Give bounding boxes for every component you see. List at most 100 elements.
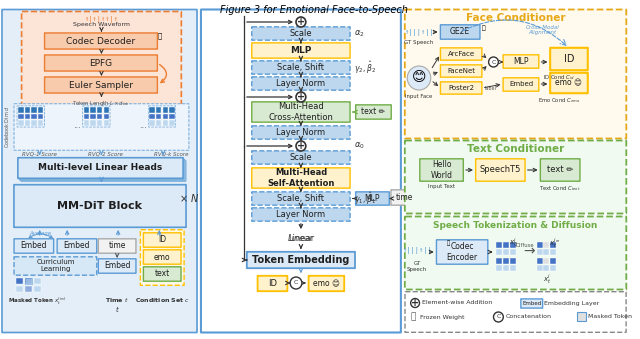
Text: time: time — [396, 193, 413, 202]
Text: C: C — [294, 280, 298, 285]
Text: $\alpha_2$: $\alpha_2$ — [354, 28, 365, 39]
Bar — [90, 120, 96, 126]
Text: Codec
Encoder: Codec Encoder — [447, 242, 477, 262]
Bar — [150, 120, 155, 126]
Text: text ✏: text ✏ — [362, 107, 385, 117]
Text: Condition Set $c$: Condition Set $c$ — [134, 296, 190, 304]
Text: Input Face: Input Face — [405, 94, 433, 99]
Text: Text Conditioner: Text Conditioner — [467, 144, 564, 154]
Text: Linear: Linear — [288, 234, 314, 243]
Text: Linear: Linear — [288, 234, 314, 243]
FancyBboxPatch shape — [440, 25, 480, 39]
Bar — [18, 114, 24, 119]
Text: Speech Waveform: Speech Waveform — [73, 22, 130, 27]
FancyBboxPatch shape — [476, 159, 525, 181]
Bar — [550, 242, 556, 248]
Bar — [497, 265, 502, 271]
FancyBboxPatch shape — [550, 48, 588, 70]
Text: Emo Cond $C_{emo}$: Emo Cond $C_{emo}$ — [538, 96, 580, 105]
Text: text: text — [155, 270, 170, 279]
Bar — [18, 120, 24, 126]
FancyBboxPatch shape — [356, 105, 391, 119]
Bar — [156, 120, 161, 126]
Bar — [38, 107, 44, 113]
FancyBboxPatch shape — [252, 126, 350, 139]
Bar — [16, 278, 23, 284]
FancyBboxPatch shape — [14, 257, 97, 275]
Text: label: label — [484, 85, 497, 91]
FancyBboxPatch shape — [247, 252, 355, 268]
Text: Embed: Embed — [64, 241, 90, 251]
Bar — [497, 249, 502, 255]
Bar — [104, 107, 109, 113]
Text: 😊: 😊 — [412, 70, 426, 84]
Bar — [97, 120, 102, 126]
FancyBboxPatch shape — [45, 77, 157, 93]
Text: ArcFace: ArcFace — [447, 51, 475, 57]
Circle shape — [411, 299, 419, 307]
Bar — [510, 258, 516, 264]
FancyBboxPatch shape — [503, 78, 539, 91]
FancyBboxPatch shape — [99, 239, 136, 253]
Text: ...: ... — [73, 121, 81, 131]
Bar — [97, 107, 102, 113]
Bar — [503, 258, 509, 264]
Text: text ✏: text ✏ — [547, 165, 573, 175]
Text: Face Conditioner: Face Conditioner — [466, 13, 565, 23]
Text: GT
Speech: GT Speech — [407, 261, 427, 272]
Text: Scale: Scale — [289, 153, 312, 162]
Bar — [38, 114, 44, 119]
Text: Figure 3 for Emotional Face-to-Speech: Figure 3 for Emotional Face-to-Speech — [220, 5, 408, 15]
FancyBboxPatch shape — [140, 230, 184, 285]
FancyBboxPatch shape — [252, 43, 350, 58]
Bar — [25, 286, 32, 292]
Bar — [550, 258, 556, 264]
Bar — [577, 312, 586, 321]
Text: $t$: $t$ — [115, 304, 120, 314]
FancyBboxPatch shape — [503, 55, 539, 68]
Text: Embed: Embed — [104, 261, 131, 271]
Text: ↑|↑|↑↑|↑: ↑|↑|↑↑|↑ — [84, 16, 118, 23]
FancyBboxPatch shape — [440, 82, 482, 94]
Bar — [169, 114, 175, 119]
Text: emo: emo — [154, 253, 170, 261]
Text: Embed: Embed — [20, 241, 47, 251]
Text: Diffuse: Diffuse — [516, 243, 534, 248]
Bar — [536, 242, 543, 248]
Text: C: C — [496, 315, 500, 319]
Text: Multi-level Linear Heads: Multi-level Linear Heads — [38, 163, 163, 173]
Bar — [150, 114, 155, 119]
Text: $\gamma_1,\hat{\beta}_1$: $\gamma_1,\hat{\beta}_1$ — [354, 190, 376, 207]
Circle shape — [296, 141, 306, 151]
FancyBboxPatch shape — [57, 239, 97, 253]
Text: EPFG: EPFG — [90, 59, 113, 67]
Text: Cross-Modal
Alignment: Cross-Modal Alignment — [525, 25, 559, 35]
FancyBboxPatch shape — [252, 61, 350, 74]
Bar — [25, 278, 32, 284]
Bar — [84, 107, 89, 113]
Text: ID Cond $C_{id}$: ID Cond $C_{id}$ — [543, 73, 575, 82]
Text: emo 😊: emo 😊 — [556, 79, 582, 87]
FancyBboxPatch shape — [405, 140, 627, 214]
Bar — [163, 114, 168, 119]
FancyBboxPatch shape — [252, 151, 350, 164]
Bar — [18, 107, 24, 113]
Bar — [550, 249, 556, 255]
Text: ↑|||↑||: ↑|||↑|| — [404, 28, 434, 36]
Text: Text Cond $C_{text}$: Text Cond $C_{text}$ — [540, 184, 581, 193]
FancyBboxPatch shape — [308, 276, 344, 291]
Text: SpeechT5: SpeechT5 — [479, 165, 521, 175]
Bar — [543, 265, 549, 271]
Bar — [156, 107, 161, 113]
Text: Embedding Layer: Embedding Layer — [545, 300, 600, 305]
Text: FaceNet: FaceNet — [447, 68, 475, 74]
FancyBboxPatch shape — [391, 190, 419, 205]
FancyBboxPatch shape — [521, 299, 543, 308]
Text: Multi-Head
Self-Attention: Multi-Head Self-Attention — [268, 168, 335, 188]
Text: $\alpha_0$: $\alpha_0$ — [354, 141, 365, 151]
Bar — [31, 114, 36, 119]
Bar — [84, 120, 89, 126]
FancyBboxPatch shape — [420, 159, 463, 181]
Text: Element-wise Addition: Element-wise Addition — [422, 300, 492, 305]
Text: Input Text: Input Text — [428, 184, 455, 189]
